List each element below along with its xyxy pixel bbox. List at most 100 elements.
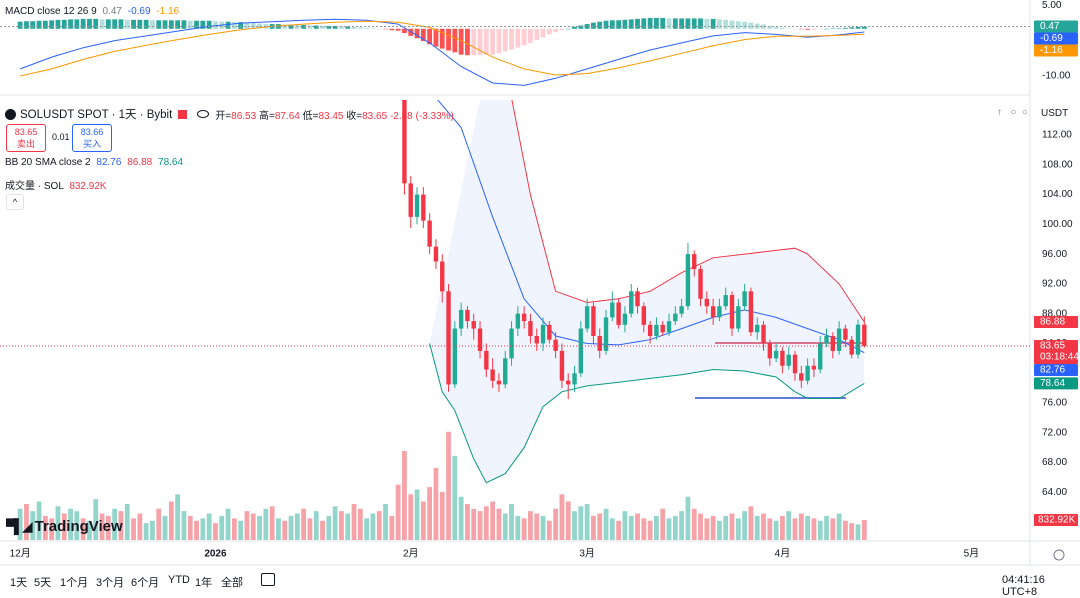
macd-hist-bar bbox=[490, 28, 496, 55]
candle-body bbox=[742, 291, 747, 307]
volume-bar bbox=[609, 518, 615, 540]
settings-icon[interactable] bbox=[1053, 549, 1065, 561]
macd-hist-bar bbox=[131, 19, 136, 29]
volume-bar bbox=[263, 508, 269, 540]
y-tick-label: 96.00 bbox=[1042, 249, 1067, 260]
range-button[interactable]: 1天 bbox=[10, 577, 28, 589]
candle-body bbox=[503, 358, 508, 385]
logo-mark: ▀▌◢ bbox=[6, 518, 33, 534]
volume-bar bbox=[433, 467, 439, 540]
symbol-title[interactable]: SOLUSDT SPOT · 1天 · Bybit bbox=[20, 109, 173, 121]
sell-price: 83.65 bbox=[14, 127, 38, 137]
range-button[interactable]: 3个月 bbox=[96, 577, 125, 589]
volume-bar bbox=[74, 511, 80, 540]
macd-hist-bar bbox=[61, 19, 67, 29]
volume-bar bbox=[748, 506, 754, 540]
volume-bar bbox=[477, 511, 483, 540]
countdown: 03:18:44 bbox=[1040, 352, 1079, 363]
macd-hist-bar bbox=[609, 20, 615, 29]
candle-body bbox=[440, 261, 445, 292]
price-tag-label: 86.88 bbox=[1040, 317, 1065, 328]
volume-bar bbox=[603, 508, 609, 540]
volume-bar bbox=[112, 508, 118, 540]
volume-bar bbox=[515, 515, 521, 540]
macd-hist-bar bbox=[439, 28, 445, 49]
macd-hist-bar bbox=[824, 28, 829, 30]
flag-icon[interactable] bbox=[178, 109, 188, 119]
candle-body bbox=[521, 313, 527, 322]
volume-bar bbox=[717, 520, 722, 540]
volume-bar bbox=[257, 515, 262, 540]
volume-bar bbox=[729, 513, 735, 540]
candle-body bbox=[534, 336, 539, 344]
y-tick-label: 88.00 bbox=[1042, 308, 1067, 319]
buy-button[interactable]: 83.66 买入 bbox=[72, 124, 112, 152]
candle-body bbox=[849, 339, 854, 355]
volume-bar bbox=[36, 501, 42, 540]
bb-value: 78.64 bbox=[158, 157, 184, 168]
macd-hist-bar bbox=[496, 28, 502, 54]
macd-hist-bar bbox=[175, 20, 181, 29]
candle-body bbox=[635, 291, 640, 307]
volume-bar bbox=[244, 511, 250, 540]
range-button[interactable]: 6个月 bbox=[131, 577, 160, 589]
date-range-icon[interactable] bbox=[261, 573, 275, 586]
macd-hist-bar bbox=[187, 20, 193, 29]
macd-hist-bar bbox=[735, 21, 741, 29]
candle-body bbox=[490, 369, 495, 381]
macd-hist-bar bbox=[213, 21, 218, 29]
ohlc-change: -2.88 (-3.33%) bbox=[389, 110, 454, 122]
macd-hist-bar bbox=[42, 20, 48, 29]
buy-label: 买入 bbox=[82, 139, 101, 149]
eye-icon[interactable] bbox=[197, 110, 210, 118]
candle-body bbox=[736, 306, 741, 329]
volume-bar bbox=[320, 520, 325, 540]
macd-hist-bar bbox=[798, 28, 804, 30]
range-button[interactable]: YTD bbox=[168, 574, 190, 586]
macd-hist-bar bbox=[194, 20, 199, 29]
range-button[interactable]: 1年 bbox=[195, 577, 213, 589]
collapse-button[interactable]: ^ bbox=[6, 194, 24, 210]
candle-body bbox=[421, 194, 426, 221]
macd-hist-bar bbox=[17, 21, 23, 29]
price-tag bbox=[1034, 340, 1078, 365]
currency[interactable]: USDT bbox=[1041, 108, 1069, 119]
volume-bar bbox=[206, 513, 212, 540]
volume-bar bbox=[168, 501, 174, 540]
macd-tag bbox=[1034, 32, 1078, 45]
volume-bar bbox=[723, 515, 729, 540]
range-button[interactable]: 全部 bbox=[221, 577, 243, 589]
candle-body bbox=[584, 306, 590, 329]
sell-label: 卖出 bbox=[16, 139, 35, 149]
macd-title: MACD close 12 26 9 bbox=[5, 6, 97, 17]
range-button[interactable]: 5天 bbox=[34, 577, 52, 589]
range-button[interactable]: 1个月 bbox=[60, 577, 89, 589]
volume-bar bbox=[213, 523, 218, 540]
candle-body bbox=[824, 336, 829, 344]
volume-bar bbox=[143, 523, 149, 540]
volume-bar bbox=[313, 511, 319, 540]
volume-bar bbox=[458, 496, 464, 540]
macd-hist-bar bbox=[351, 26, 357, 29]
macd-hist-bar bbox=[591, 22, 596, 29]
candle-body bbox=[692, 254, 697, 270]
volume-bar bbox=[641, 518, 647, 540]
macd-hist-bar bbox=[540, 28, 546, 38]
volume-bar bbox=[402, 451, 407, 540]
volume-bar bbox=[301, 508, 307, 540]
macd-legend: MACD close 12 26 9 0.47 -0.69 -1.16 bbox=[5, 6, 179, 17]
macd-hist-bar bbox=[24, 21, 29, 29]
volume-bar bbox=[288, 515, 294, 540]
macd-hist-bar bbox=[578, 25, 584, 29]
volume-bar bbox=[565, 501, 571, 540]
macd-tag-label: -1.16 bbox=[1040, 45, 1063, 56]
axis-tools[interactable]: ↑ ○ ○ bbox=[997, 107, 1028, 118]
macd-hist-bar bbox=[836, 28, 842, 29]
sell-button[interactable]: 83.65 卖出 bbox=[6, 124, 46, 152]
macd-hist-bar bbox=[855, 26, 861, 29]
candle-body bbox=[528, 321, 533, 337]
price-tag-label: 78.64 bbox=[1040, 378, 1065, 389]
macd-hist-bar bbox=[143, 19, 149, 29]
macd-hist-bar bbox=[74, 19, 80, 29]
macd-hist-bar bbox=[156, 20, 162, 29]
